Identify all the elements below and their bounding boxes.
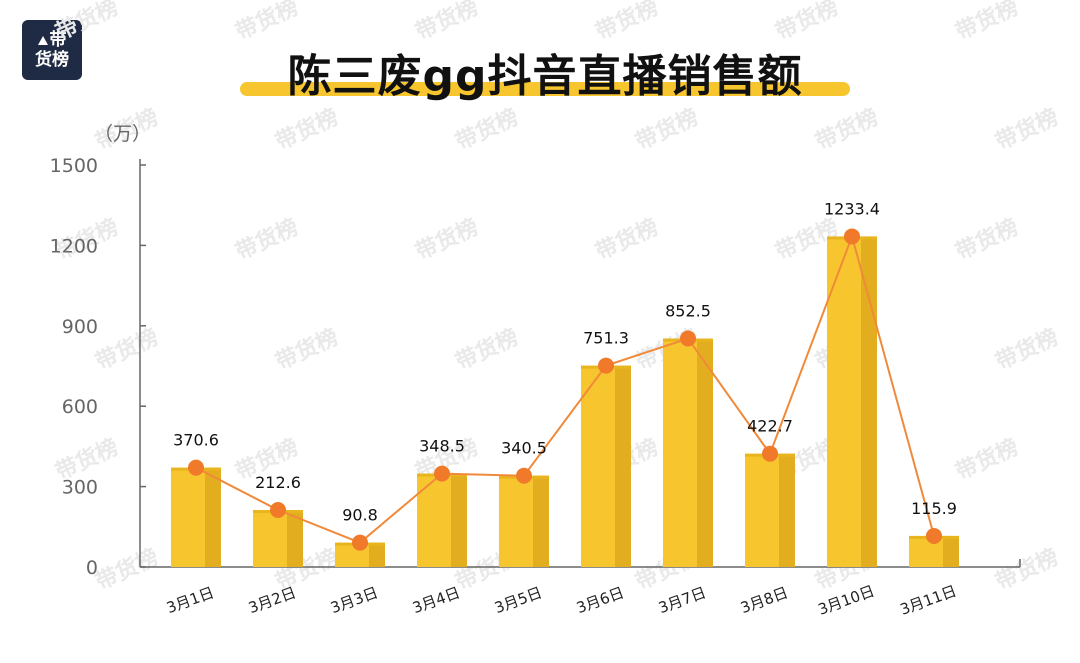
line-point <box>188 459 204 476</box>
line-point <box>926 527 942 544</box>
bar-shade <box>943 535 959 567</box>
line-series <box>188 228 942 551</box>
x-tick-label: 3月1日 <box>164 583 216 617</box>
y-tick-label: 900 <box>62 316 98 338</box>
x-tick-label: 3月3日 <box>328 583 380 617</box>
bar-shade <box>861 236 877 568</box>
watermark-text: 带货榜 <box>812 104 883 155</box>
watermark-text: 带货榜 <box>592 0 663 45</box>
y-tick-label: 300 <box>62 477 98 499</box>
y-tick-label: 1200 <box>50 235 98 257</box>
watermark-text: 带货榜 <box>452 104 523 155</box>
bar-shade <box>205 467 221 567</box>
data-label: 212.6 <box>255 473 301 492</box>
data-label: 751.3 <box>583 329 629 348</box>
megaphone-icon <box>37 35 48 45</box>
x-tick-label: 3月8日 <box>738 583 790 617</box>
chart-title-block: 陈三废gg抖音直播销售额 <box>240 32 850 102</box>
watermark-text: 带货榜 <box>232 0 303 45</box>
bar-shade <box>779 453 795 567</box>
line-point <box>352 534 368 551</box>
watermark-text: 带货榜 <box>992 104 1063 155</box>
watermark-text: 带货榜 <box>952 0 1023 45</box>
trend-line <box>195 233 935 544</box>
data-label: 852.5 <box>665 302 711 321</box>
line-point <box>270 502 286 519</box>
x-tick-label: 3月2日 <box>246 583 298 617</box>
watermark-text: 带货榜 <box>412 0 483 45</box>
data-label: 370.6 <box>173 431 219 450</box>
bar-shade <box>697 338 713 567</box>
watermark-text: 带货榜 <box>272 324 343 375</box>
bar-shade <box>451 473 467 567</box>
watermark-text: 带货榜 <box>992 324 1063 375</box>
bar-shade <box>369 542 385 567</box>
y-tick-label: 0 <box>86 557 98 579</box>
watermark-text: 带货榜 <box>772 0 843 45</box>
line-point <box>762 445 778 462</box>
y-tick-label: 600 <box>62 396 98 418</box>
data-label: 115.9 <box>911 499 957 518</box>
watermark-text: 带货榜 <box>592 214 663 265</box>
x-tick-label: 3月6日 <box>574 583 626 617</box>
watermark-text: 带货榜 <box>632 104 703 155</box>
watermark-text: 带货榜 <box>992 544 1063 595</box>
watermark-text: 带货榜 <box>52 0 123 45</box>
data-label: 340.5 <box>501 439 547 458</box>
watermark-text: 带货榜 <box>412 214 483 265</box>
x-tick-label: 3月4日 <box>410 583 462 617</box>
watermark-text: 带货榜 <box>232 214 303 265</box>
bar-shade <box>533 475 549 567</box>
bar-series <box>171 236 959 568</box>
watermark-text: 带货榜 <box>452 324 523 375</box>
data-label: 422.7 <box>747 417 793 436</box>
bar-shade <box>287 510 303 567</box>
watermark-text: 带货榜 <box>92 324 163 375</box>
data-label: 1233.4 <box>824 199 880 218</box>
logo-text-line1: 带 <box>49 30 67 50</box>
watermark-text: 带货榜 <box>92 544 163 595</box>
title-highlight-bar <box>240 82 850 96</box>
line-point <box>434 465 450 482</box>
watermark-text: 带货榜 <box>952 434 1023 485</box>
y-axis-unit: （万） <box>94 123 151 145</box>
logo-text-line2: 货榜 <box>35 50 69 70</box>
y-tick-label: 1500 <box>50 155 98 177</box>
line-point <box>516 467 532 484</box>
bar-shade <box>615 365 631 567</box>
chart-title: 陈三废gg抖音直播销售额 <box>287 51 803 102</box>
x-tick-label: 3月7日 <box>656 583 708 617</box>
line-point <box>680 330 696 347</box>
x-tick-label: 3月11日 <box>898 582 959 619</box>
data-label: 90.8 <box>342 506 378 525</box>
x-tick-label: 3月5日 <box>492 583 544 617</box>
watermark-text: 带货榜 <box>952 214 1023 265</box>
data-label: 348.5 <box>419 437 465 456</box>
line-point <box>598 357 614 374</box>
line-point <box>844 228 860 245</box>
watermark-text: 带货榜 <box>272 104 343 155</box>
brand-logo: 带 货榜 <box>22 20 82 80</box>
